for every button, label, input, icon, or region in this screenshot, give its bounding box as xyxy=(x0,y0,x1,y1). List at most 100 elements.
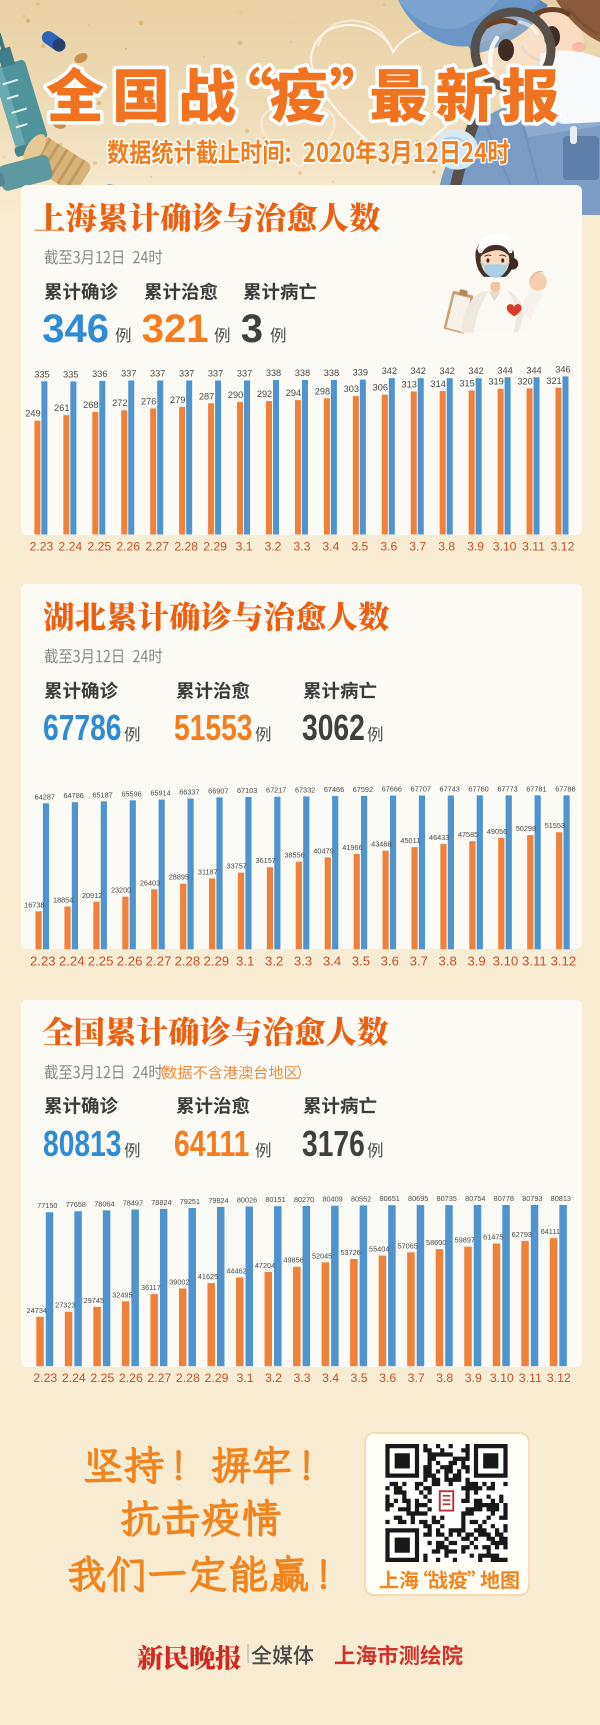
svg-text:2.24: 2.24 xyxy=(58,540,82,554)
svg-text:2.29: 2.29 xyxy=(205,1371,229,1385)
svg-text:2.25: 2.25 xyxy=(87,540,111,554)
svg-text:2.25: 2.25 xyxy=(88,953,114,968)
svg-text:3.11: 3.11 xyxy=(519,1371,542,1385)
svg-text:2.29: 2.29 xyxy=(203,540,227,554)
svg-text:66907: 66907 xyxy=(208,786,228,795)
svg-text:287: 287 xyxy=(199,391,214,401)
svg-text:315: 315 xyxy=(459,379,474,389)
svg-text:3.6: 3.6 xyxy=(380,540,397,554)
svg-text:45011: 45011 xyxy=(400,836,420,845)
svg-text:339: 339 xyxy=(353,368,368,378)
svg-text:3.5: 3.5 xyxy=(352,953,370,968)
svg-text:3.10: 3.10 xyxy=(493,540,517,554)
svg-text:80735: 80735 xyxy=(437,1194,457,1203)
svg-text:335: 335 xyxy=(34,369,49,379)
svg-text:261: 261 xyxy=(54,403,69,413)
svg-text:57065: 57065 xyxy=(398,1241,418,1250)
svg-text:314: 314 xyxy=(431,379,446,389)
svg-text:3.1: 3.1 xyxy=(236,1371,253,1385)
svg-text:46433: 46433 xyxy=(429,833,449,842)
svg-text:3.9: 3.9 xyxy=(467,540,484,554)
svg-text:65187: 65187 xyxy=(92,790,112,799)
svg-text:3.4: 3.4 xyxy=(323,953,341,968)
svg-text:3.7: 3.7 xyxy=(409,540,426,554)
svg-text:276: 276 xyxy=(141,396,156,406)
svg-text:77658: 77658 xyxy=(66,1200,86,1209)
svg-text:53726: 53726 xyxy=(340,1248,360,1257)
svg-text:337: 337 xyxy=(150,369,165,379)
svg-text:3.11: 3.11 xyxy=(522,540,545,554)
svg-text:338: 338 xyxy=(295,368,310,378)
svg-text:80151: 80151 xyxy=(265,1195,285,1204)
svg-text:31187: 31187 xyxy=(198,868,218,877)
svg-text:80552: 80552 xyxy=(351,1194,371,1203)
svg-text:67592: 67592 xyxy=(353,785,373,794)
svg-text:3.11: 3.11 xyxy=(522,953,547,968)
svg-text:49056: 49056 xyxy=(487,827,507,836)
svg-text:39002: 39002 xyxy=(169,1277,189,1286)
svg-text:2.28: 2.28 xyxy=(176,1371,200,1385)
svg-text:79824: 79824 xyxy=(208,1196,228,1205)
svg-text:298: 298 xyxy=(315,386,330,396)
svg-text:2.27: 2.27 xyxy=(147,1371,171,1385)
svg-text:3.8: 3.8 xyxy=(438,540,455,554)
svg-text:58600: 58600 xyxy=(426,1238,446,1247)
svg-text:2.26: 2.26 xyxy=(119,1371,143,1385)
svg-text:335: 335 xyxy=(63,369,78,379)
svg-text:65596: 65596 xyxy=(121,789,141,798)
svg-text:51553: 51553 xyxy=(545,821,565,830)
svg-text:337: 337 xyxy=(121,369,136,379)
svg-text:65914: 65914 xyxy=(150,789,170,798)
svg-text:49856: 49856 xyxy=(283,1256,303,1265)
svg-text:319: 319 xyxy=(488,377,503,387)
svg-text:336: 336 xyxy=(92,369,107,379)
svg-text:342: 342 xyxy=(440,366,455,376)
svg-text:303: 303 xyxy=(344,384,359,394)
svg-text:3.5: 3.5 xyxy=(351,1371,368,1385)
svg-text:67217: 67217 xyxy=(266,786,286,795)
svg-text:47204: 47204 xyxy=(255,1261,275,1270)
svg-text:3.3: 3.3 xyxy=(294,953,312,968)
svg-text:306: 306 xyxy=(373,383,388,393)
svg-text:2.26: 2.26 xyxy=(117,953,143,968)
svg-text:78497: 78497 xyxy=(123,1199,143,1208)
svg-text:2.23: 2.23 xyxy=(33,1371,57,1385)
svg-text:67707: 67707 xyxy=(411,785,431,794)
svg-text:78064: 78064 xyxy=(94,1199,114,1208)
svg-text:3.10: 3.10 xyxy=(493,953,519,968)
svg-text:28895: 28895 xyxy=(169,873,189,882)
svg-text:50298: 50298 xyxy=(516,824,536,833)
svg-text:78824: 78824 xyxy=(151,1198,171,1207)
svg-text:3.12: 3.12 xyxy=(551,540,575,554)
svg-text:337: 337 xyxy=(208,369,223,379)
svg-text:80793: 80793 xyxy=(522,1194,542,1203)
svg-text:80026: 80026 xyxy=(237,1196,257,1205)
svg-text:52045: 52045 xyxy=(312,1251,332,1260)
svg-text:342: 342 xyxy=(411,366,426,376)
svg-text:38556: 38556 xyxy=(284,851,304,860)
svg-text:2.28: 2.28 xyxy=(174,540,198,554)
svg-text:67466: 67466 xyxy=(324,785,344,794)
svg-text:2.23: 2.23 xyxy=(30,953,56,968)
svg-text:3.3: 3.3 xyxy=(293,540,310,554)
svg-text:47585: 47585 xyxy=(458,830,478,839)
svg-text:3.10: 3.10 xyxy=(490,1371,514,1385)
svg-text:62793: 62793 xyxy=(512,1230,532,1239)
svg-text:41625: 41625 xyxy=(198,1272,218,1281)
svg-text:36117: 36117 xyxy=(141,1283,161,1292)
svg-text:59897: 59897 xyxy=(455,1236,475,1245)
svg-text:80409: 80409 xyxy=(322,1195,342,1204)
svg-text:292: 292 xyxy=(257,389,272,399)
svg-text:67666: 67666 xyxy=(382,785,402,794)
svg-text:338: 338 xyxy=(324,368,339,378)
svg-text:2.24: 2.24 xyxy=(59,953,85,968)
svg-text:3.4: 3.4 xyxy=(322,540,339,554)
svg-text:64786: 64786 xyxy=(64,791,84,800)
svg-text:26403: 26403 xyxy=(140,878,160,887)
svg-text:320: 320 xyxy=(517,376,532,386)
svg-text:2.29: 2.29 xyxy=(203,953,229,968)
svg-text:2.27: 2.27 xyxy=(145,540,169,554)
svg-text:80754: 80754 xyxy=(465,1194,485,1203)
svg-text:342: 342 xyxy=(382,366,397,376)
svg-text:346: 346 xyxy=(555,364,570,374)
